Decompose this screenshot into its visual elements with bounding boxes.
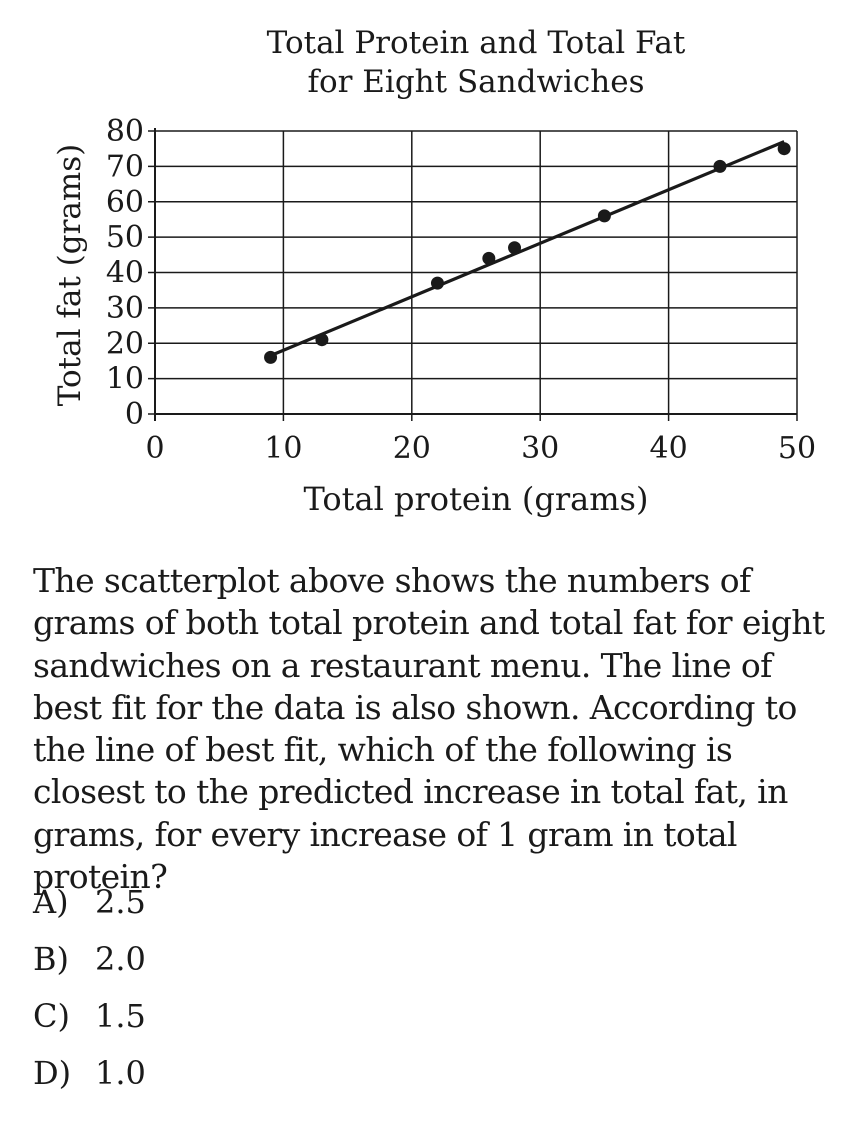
y-tick-label: 40	[106, 256, 144, 291]
choice-letter: D)	[33, 1054, 72, 1092]
data-point	[315, 333, 329, 347]
y-tick-label: 10	[106, 362, 144, 397]
x-axis-label: Total protein (grams)	[304, 480, 649, 518]
data-point	[482, 251, 496, 265]
x-tick-label: 10	[264, 431, 302, 466]
y-tick-label: 20	[106, 326, 144, 361]
choice-c[interactable]: C) 1.5	[33, 994, 146, 1051]
choice-letter: B)	[33, 940, 69, 978]
choice-letter: C)	[33, 997, 70, 1035]
question-text: The scatterplot above shows the numbers …	[33, 561, 825, 897]
chart-title-line-2: for Eight Sandwiches	[307, 64, 644, 100]
data-points	[264, 142, 791, 364]
x-tick-label: 50	[778, 431, 816, 466]
y-tick-label: 0	[125, 397, 144, 432]
data-point	[430, 276, 444, 290]
choice-value: 1.0	[95, 1054, 146, 1092]
y-tick-label: 60	[106, 185, 144, 220]
best-fit-line	[269, 140, 785, 358]
data-point	[597, 209, 611, 223]
data-point	[508, 241, 522, 255]
choice-value: 2.5	[95, 883, 146, 921]
x-tick-labels: 0 10 20 30 40 50	[145, 431, 816, 466]
choice-letter: A)	[33, 883, 69, 921]
data-point	[713, 159, 727, 173]
x-tick-label: 0	[145, 431, 164, 466]
choice-b[interactable]: B) 2.0	[33, 937, 146, 994]
choice-d[interactable]: D) 1.0	[33, 1051, 146, 1108]
choice-value: 2.0	[95, 940, 146, 978]
x-tick-label: 30	[521, 431, 559, 466]
data-point	[264, 350, 278, 364]
chart-axes	[148, 128, 798, 421]
x-tick-label: 40	[650, 431, 688, 466]
chart-title-line-1: Total Protein and Total Fat	[267, 25, 686, 61]
y-tick-label: 50	[106, 220, 144, 255]
chart-grid	[155, 130, 798, 414]
x-tick-label: 20	[393, 431, 431, 466]
y-tick-label: 80	[106, 114, 144, 149]
choice-a[interactable]: A) 2.5	[33, 880, 146, 937]
data-point	[777, 142, 791, 156]
y-tick-label: 70	[106, 149, 144, 184]
scatterplot-chart: Total Protein and Total Fat for Eight Sa…	[52, 25, 816, 518]
answer-choices: A) 2.5 B) 2.0 C) 1.5 D) 1.0	[33, 880, 146, 1108]
y-axis-label: Total fat (grams)	[52, 144, 88, 407]
y-tick-label: 30	[106, 291, 144, 326]
choice-value: 1.5	[95, 997, 146, 1035]
best-fit-line-group	[269, 140, 785, 358]
